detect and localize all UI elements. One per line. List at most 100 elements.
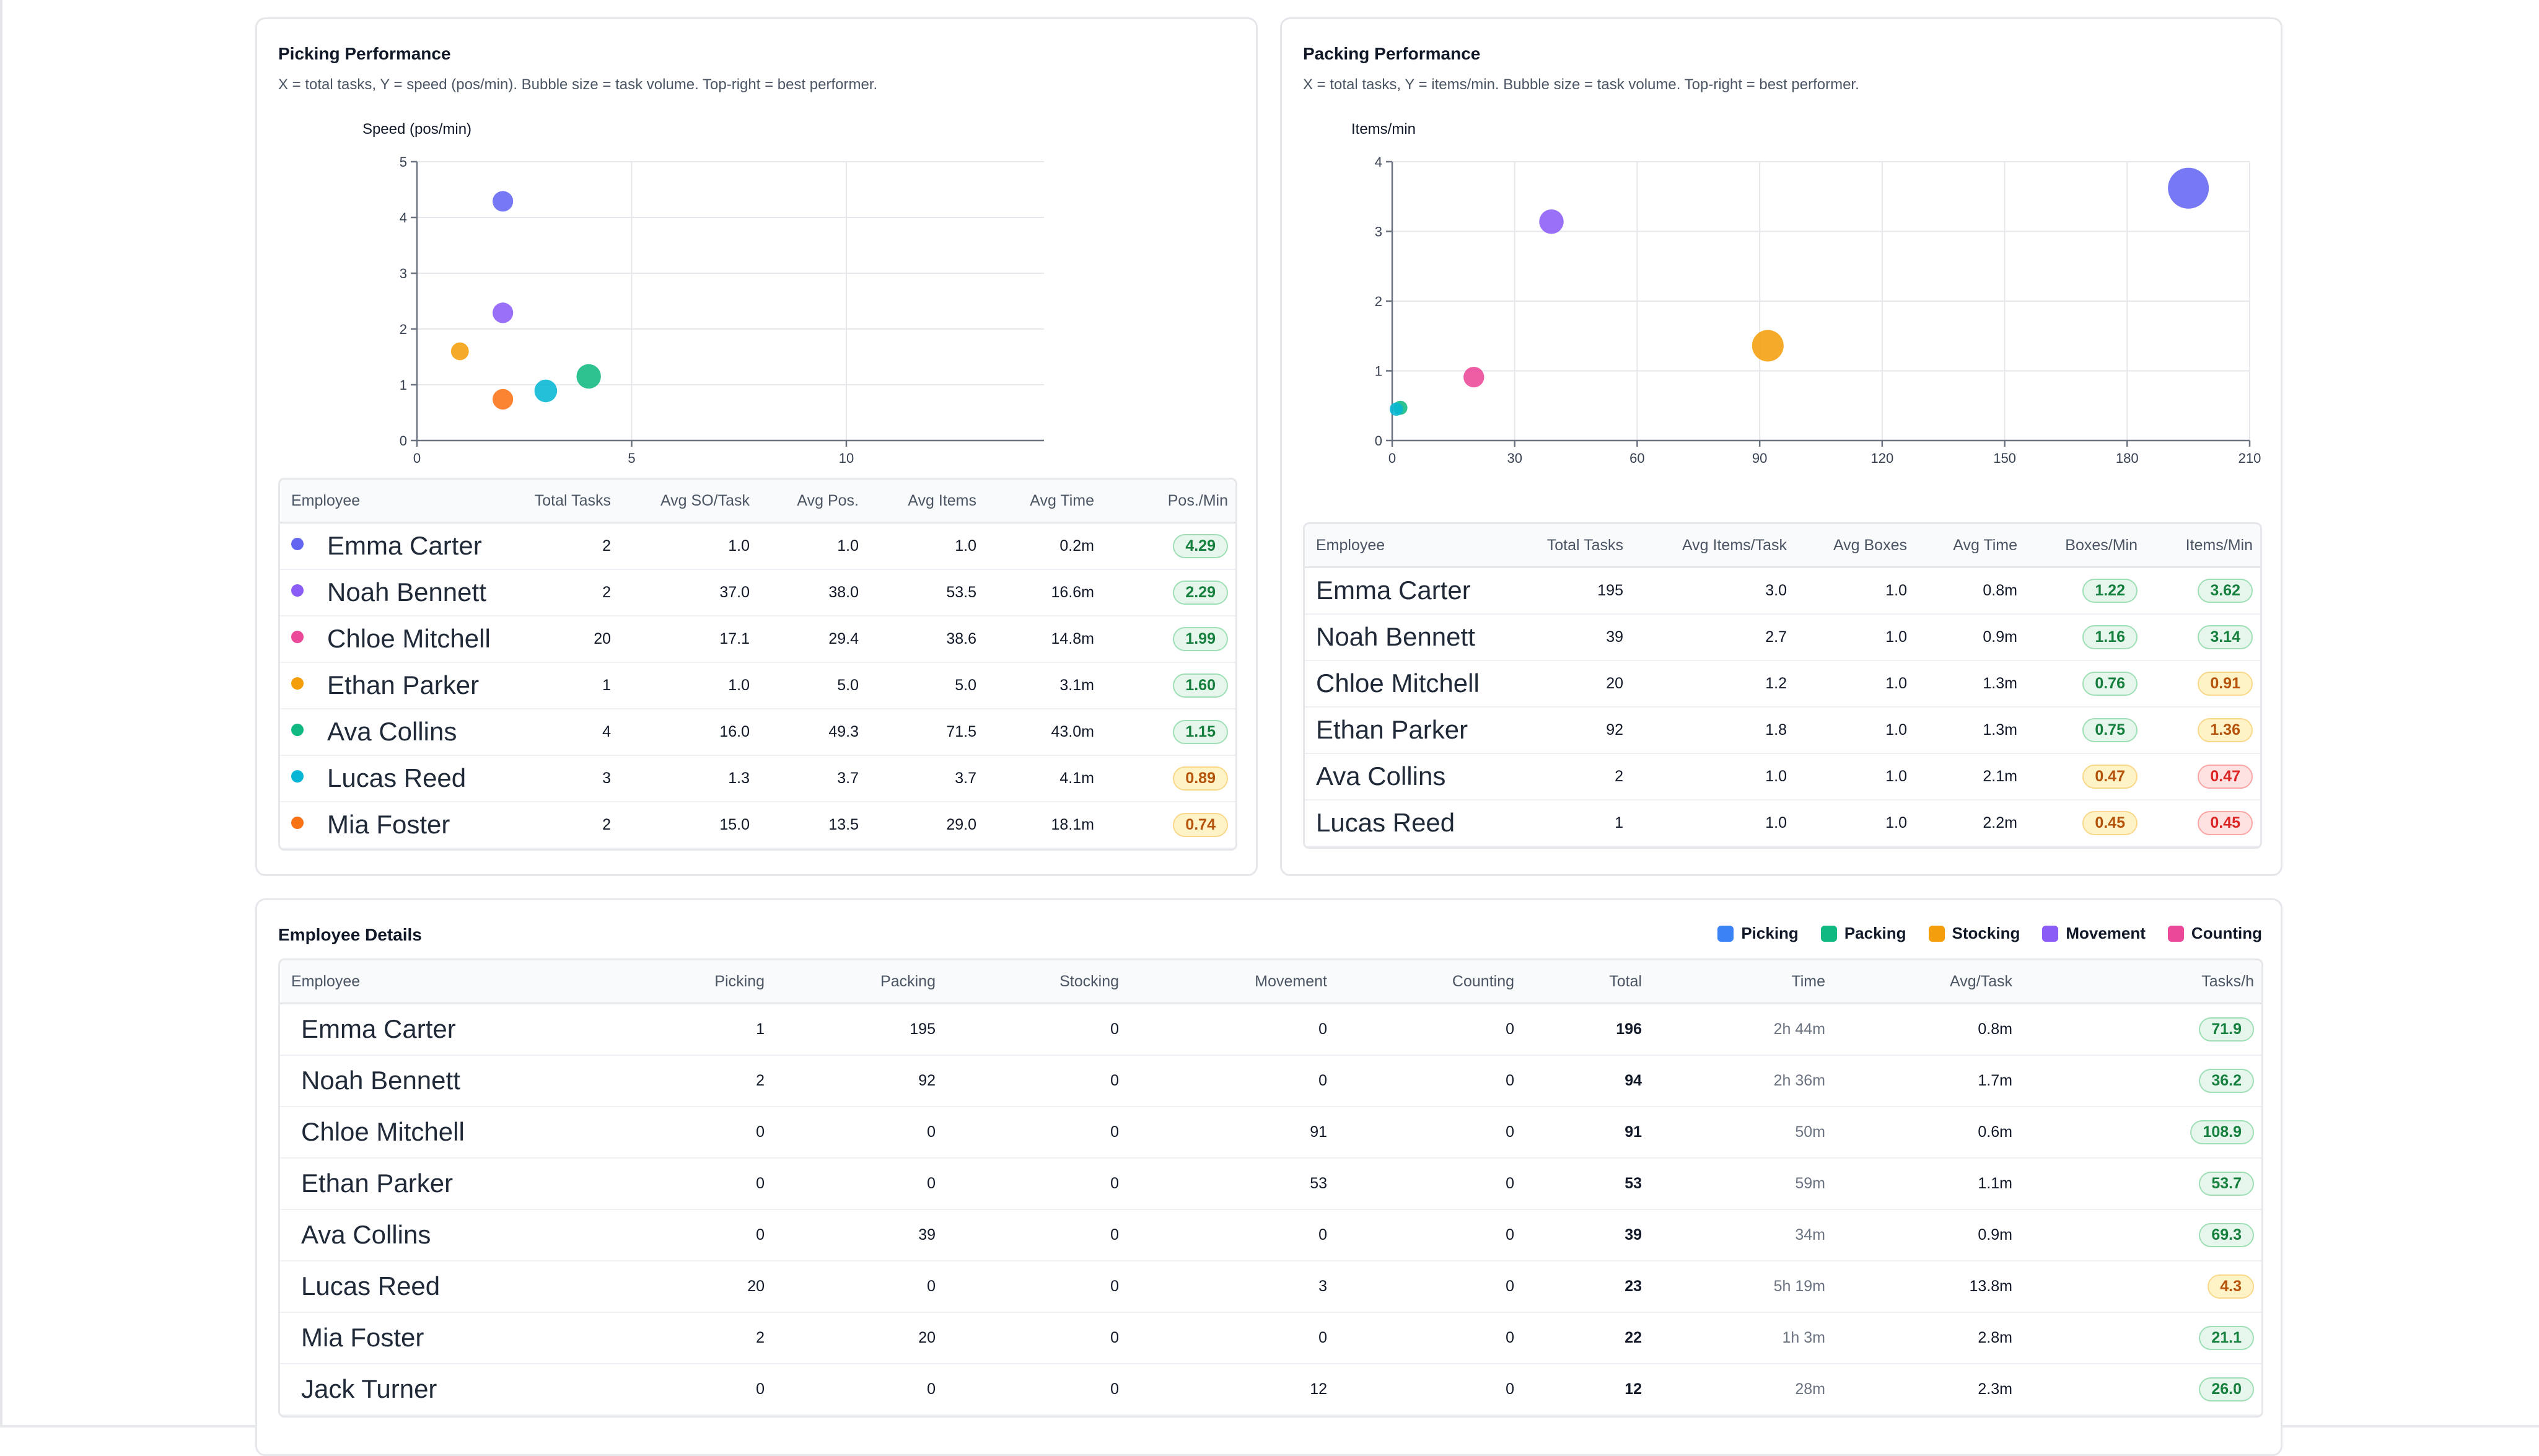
- avg-task-cell: 2.8m: [1836, 1312, 2024, 1364]
- table-row[interactable]: Noah Bennett 39 2.7 1.0 0.9m 1.16 3.14: [1305, 613, 2260, 661]
- y-tick-label: 0: [1375, 433, 1382, 449]
- tasks-per-hour-cell: 36.2: [2024, 1055, 2261, 1107]
- bubble-point[interactable]: [1389, 402, 1403, 416]
- table-row[interactable]: Noah Bennett 2 92 0 0 0 94 2h 36m 1.7m 36.2: [280, 1055, 2261, 1107]
- table-row[interactable]: Emma Carter 2 1.0 1.0 1.0 0.2m 4.29: [280, 522, 1235, 570]
- table-row[interactable]: Ava Collins 4 16.0 49.3 71.5 43.0m 1.15: [280, 708, 1235, 756]
- legend-item-packing[interactable]: Packing: [1820, 924, 1906, 943]
- column-header[interactable]: Employee: [280, 960, 602, 1004]
- items-per-min-cell: 0.47: [2149, 753, 2260, 800]
- items-per-min-cell: 3.14: [2149, 613, 2260, 661]
- packing-cell: 20: [776, 1312, 947, 1364]
- table-row[interactable]: Chloe Mitchell 0 0 0 91 0 91 50m 0.6m 108.9: [280, 1106, 2261, 1159]
- bubble-point[interactable]: [493, 302, 514, 323]
- column-header[interactable]: Avg Boxes: [1798, 524, 1918, 568]
- bubble-point[interactable]: [2168, 167, 2209, 209]
- y-tick-label: 3: [1375, 224, 1382, 240]
- ipt-cell: 1.0: [1634, 799, 1798, 847]
- table-row[interactable]: Mia Foster 2 15.0 13.5 29.0 18.1m 0.74: [280, 801, 1235, 849]
- column-header[interactable]: Avg Items/Task: [1634, 524, 1798, 568]
- column-header[interactable]: Avg/Task: [1836, 960, 2024, 1004]
- table-row[interactable]: Lucas Reed 3 1.3 3.7 3.7 4.1m 0.89: [280, 755, 1235, 802]
- tasks-per-hour-badge: 71.9: [2199, 1017, 2254, 1042]
- table-row[interactable]: Noah Bennett 2 37.0 38.0 53.5 16.6m 2.29: [280, 569, 1235, 616]
- time-cell: 3.1m: [988, 662, 1105, 709]
- column-header[interactable]: Items/Min: [2149, 524, 2260, 568]
- column-header[interactable]: Total Tasks: [1509, 524, 1634, 568]
- bubble-point[interactable]: [1463, 366, 1484, 388]
- column-header[interactable]: Tasks/h: [2024, 960, 2261, 1004]
- time-cell: 1.3m: [1918, 706, 2028, 754]
- avg-task-cell: 13.8m: [1836, 1260, 2024, 1313]
- movement-cell: 12: [1130, 1363, 1338, 1416]
- bubble-point[interactable]: [493, 191, 514, 212]
- total-cell: 4: [515, 708, 622, 756]
- table-row[interactable]: Chloe Mitchell 20 17.1 29.4 38.6 14.8m 1.99: [280, 615, 1235, 663]
- y-tick-label: 3: [400, 266, 407, 281]
- bubble-point[interactable]: [493, 388, 514, 410]
- column-header[interactable]: Employee: [1305, 524, 1509, 568]
- pos-cell: 3.7: [761, 755, 870, 802]
- picking-cell: 20: [602, 1260, 776, 1313]
- packing-table-header: Employee Total Tasks Avg Items/Task Avg Box…: [1305, 524, 2260, 568]
- table-row[interactable]: Ava Collins 0 39 0 0 0 39 34m 0.9m 69.3: [280, 1209, 2261, 1261]
- legend-item-picking[interactable]: Picking: [1717, 924, 1799, 943]
- column-header[interactable]: Avg Time: [988, 480, 1105, 524]
- bubble-point[interactable]: [534, 379, 558, 403]
- employee-name: Emma Carter: [327, 531, 482, 561]
- items-per-min-badge: 3.14: [2198, 625, 2253, 649]
- x-tick-label: 60: [1629, 450, 1644, 466]
- table-row[interactable]: Emma Carter 195 3.0 1.0 0.8m 1.22 3.62: [1305, 567, 2260, 615]
- column-header[interactable]: Employee: [280, 480, 515, 524]
- pos-per-min-cell: 2.29: [1105, 569, 1235, 616]
- column-header[interactable]: Avg Items: [870, 480, 988, 524]
- bubble-point[interactable]: [1752, 330, 1784, 362]
- bubble-point[interactable]: [1539, 209, 1564, 234]
- column-header[interactable]: Picking: [602, 960, 776, 1004]
- packing-cell: 0: [776, 1363, 947, 1416]
- column-header[interactable]: Total Tasks: [515, 480, 622, 524]
- color-dot: [291, 723, 304, 736]
- legend-swatch: [1717, 925, 1734, 942]
- time-cell: 1.3m: [1918, 660, 2028, 708]
- color-dot: [291, 538, 304, 551]
- column-header[interactable]: Boxes/Min: [2028, 524, 2149, 568]
- column-header[interactable]: Packing: [776, 960, 947, 1004]
- bubble-point[interactable]: [450, 342, 469, 361]
- legend-item-counting[interactable]: Counting: [2167, 924, 2262, 943]
- column-header[interactable]: Time: [1653, 960, 1836, 1004]
- time-cell: 34m: [1653, 1209, 1836, 1261]
- table-row[interactable]: Lucas Reed 1 1.0 1.0 2.2m 0.45 0.45: [1305, 799, 2260, 847]
- column-header[interactable]: Avg Time: [1918, 524, 2028, 568]
- table-row[interactable]: Chloe Mitchell 20 1.2 1.0 1.3m 0.76 0.91: [1305, 660, 2260, 708]
- table-row[interactable]: Mia Foster 2 20 0 0 0 22 1h 3m 2.8m 21.1: [280, 1312, 2261, 1364]
- column-header[interactable]: Avg Pos.: [761, 480, 870, 524]
- legend-item-movement[interactable]: Movement: [2042, 924, 2146, 943]
- table-row[interactable]: Lucas Reed 20 0 0 3 0 23 5h 19m 13.8m 4.3: [280, 1260, 2261, 1313]
- column-header[interactable]: Total: [1525, 960, 1653, 1004]
- bubble-point[interactable]: [576, 364, 601, 389]
- table-row[interactable]: Jack Turner 0 0 0 12 0 12 28m 2.3m 26.0: [280, 1363, 2261, 1416]
- column-header[interactable]: Pos./Min: [1105, 480, 1235, 524]
- column-header[interactable]: Avg SO/Task: [622, 480, 761, 524]
- counting-cell: 0: [1338, 1260, 1525, 1313]
- pos-cell: 29.4: [761, 615, 870, 663]
- table-row[interactable]: Ethan Parker 1 1.0 5.0 5.0 3.1m 1.60: [280, 662, 1235, 709]
- table-row[interactable]: Ethan Parker 92 1.8 1.0 1.3m 0.75 1.36: [1305, 706, 2260, 754]
- picking-cell: 0: [602, 1157, 776, 1210]
- x-tick-label: 150: [1993, 450, 2016, 466]
- column-header[interactable]: Movement: [1130, 960, 1338, 1004]
- column-header[interactable]: Stocking: [947, 960, 1130, 1004]
- column-header[interactable]: Counting: [1338, 960, 1525, 1004]
- items-cell: 3.7: [870, 755, 988, 802]
- legend-item-stocking[interactable]: Stocking: [1928, 924, 2020, 943]
- table-row[interactable]: Ava Collins 2 1.0 1.0 2.1m 0.47 0.47: [1305, 753, 2260, 800]
- table-row[interactable]: Emma Carter 1 195 0 0 0 196 2h 44m 0.8m 71.9: [280, 1003, 2261, 1056]
- picking-cell: 2: [602, 1312, 776, 1364]
- tasks-per-hour-cell: 53.7: [2024, 1157, 2261, 1210]
- employee-cell: Mia Foster: [280, 801, 515, 849]
- stocking-cell: 0: [947, 1312, 1130, 1364]
- table-row[interactable]: Ethan Parker 0 0 0 53 0 53 59m 1.1m 53.7: [280, 1157, 2261, 1210]
- picking-cell: 0: [602, 1363, 776, 1416]
- movement-cell: 3: [1130, 1260, 1338, 1313]
